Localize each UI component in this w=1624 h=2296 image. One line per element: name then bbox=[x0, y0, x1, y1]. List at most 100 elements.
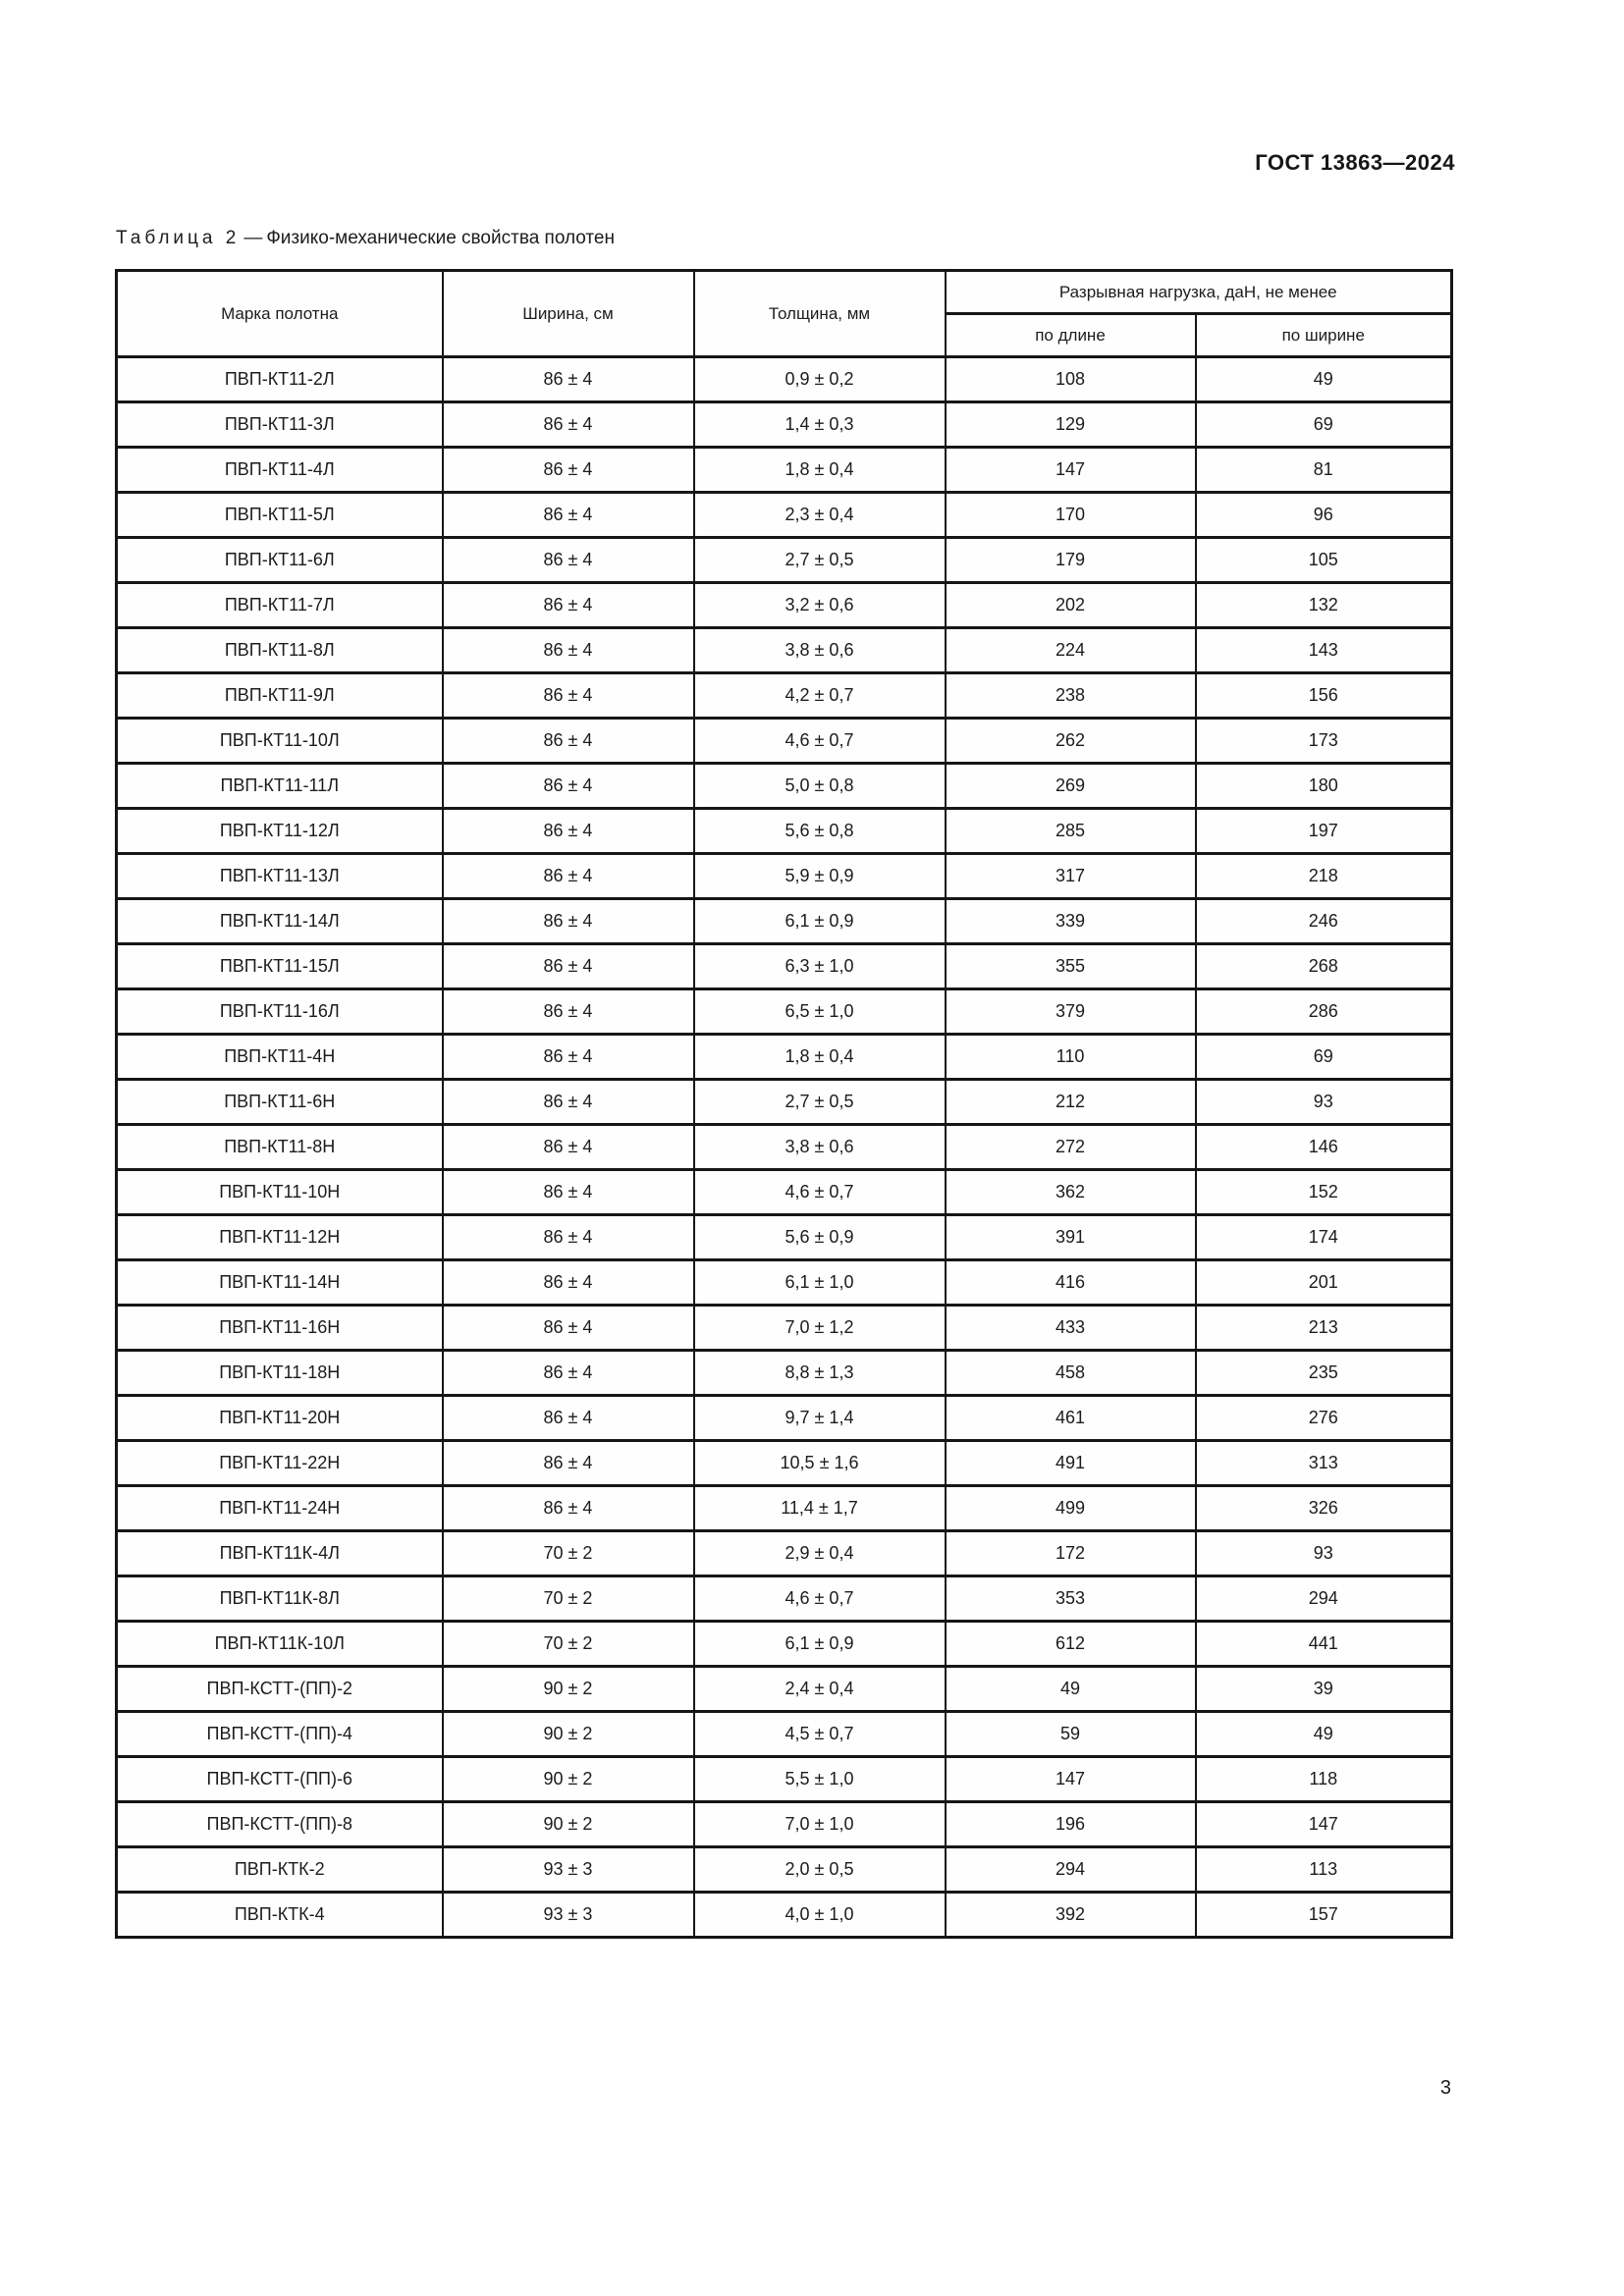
column-header-thickness: Толщина, мм bbox=[692, 269, 947, 358]
cell-load-by-length: 458 bbox=[944, 1349, 1197, 1397]
cell-load-by-length: 317 bbox=[944, 852, 1197, 900]
cell-mark: ПВП-КТ11-20Н bbox=[115, 1394, 444, 1442]
cell-load-by-width: 180 bbox=[1194, 762, 1453, 810]
cell-load-by-width: 246 bbox=[1194, 897, 1453, 945]
table-row: ПВП-КТ11-6Н 86 ± 4 2,7 ± 0,5 212 93 bbox=[115, 1078, 1453, 1126]
cell-load-by-width: 96 bbox=[1194, 491, 1453, 539]
column-header-mark: Марка полотна bbox=[115, 269, 444, 358]
document-reference: ГОСТ 13863—2024 bbox=[1255, 150, 1455, 175]
cell-thickness: 1,8 ± 0,4 bbox=[692, 1033, 947, 1081]
table-row: ПВП-КТ11-4Н 86 ± 4 1,8 ± 0,4 110 69 bbox=[115, 1033, 1453, 1081]
cell-thickness: 2,0 ± 0,5 bbox=[692, 1845, 947, 1894]
cell-load-by-length: 212 bbox=[944, 1078, 1197, 1126]
cell-load-by-width: 81 bbox=[1194, 446, 1453, 494]
cell-load-by-length: 147 bbox=[944, 1755, 1197, 1803]
table-row: ПВП-КСТТ-(ПП)-6 90 ± 2 5,5 ± 1,0 147 118 bbox=[115, 1755, 1453, 1803]
cell-mark: ПВП-КТ11-2Л bbox=[115, 355, 444, 403]
cell-load-by-length: 294 bbox=[944, 1845, 1197, 1894]
cell-load-by-width: 326 bbox=[1194, 1484, 1453, 1532]
cell-thickness: 4,5 ± 0,7 bbox=[692, 1710, 947, 1758]
table-row: ПВП-КТ11-13Л 86 ± 4 5,9 ± 0,9 317 218 bbox=[115, 852, 1453, 900]
cell-thickness: 2,7 ± 0,5 bbox=[692, 536, 947, 584]
cell-load-by-length: 416 bbox=[944, 1258, 1197, 1307]
cell-width: 90 ± 2 bbox=[441, 1665, 695, 1713]
cell-mark: ПВП-КТ11-10Н bbox=[115, 1168, 444, 1216]
cell-width: 86 ± 4 bbox=[441, 1349, 695, 1397]
cell-mark: ПВП-КТ11К-4Л bbox=[115, 1529, 444, 1577]
cell-load-by-length: 238 bbox=[944, 671, 1197, 720]
table-row: ПВП-КТ11-3Л 86 ± 4 1,4 ± 0,3 129 69 bbox=[115, 400, 1453, 449]
cell-mark: ПВП-КТ11-5Л bbox=[115, 491, 444, 539]
cell-width: 86 ± 4 bbox=[441, 446, 695, 494]
cell-thickness: 9,7 ± 1,4 bbox=[692, 1394, 947, 1442]
table-row: ПВП-КТ11-14Л 86 ± 4 6,1 ± 0,9 339 246 bbox=[115, 897, 1453, 945]
cell-load-by-length: 49 bbox=[944, 1665, 1197, 1713]
cell-width: 86 ± 4 bbox=[441, 400, 695, 449]
table-body: ПВП-КТ11-2Л 86 ± 4 0,9 ± 0,2 108 49 ПВП-КТ11-… bbox=[115, 355, 1453, 1939]
table-row: ПВП-КТ11-20Н 86 ± 4 9,7 ± 1,4 461 276 bbox=[115, 1394, 1453, 1442]
cell-load-by-width: 49 bbox=[1194, 1710, 1453, 1758]
cell-mark: ПВП-КТ11-10Л bbox=[115, 717, 444, 765]
cell-load-by-length: 379 bbox=[944, 988, 1197, 1036]
cell-load-by-length: 179 bbox=[944, 536, 1197, 584]
table-row: ПВП-КТ11-4Л 86 ± 4 1,8 ± 0,4 147 81 bbox=[115, 446, 1453, 494]
table-header: Марка полотна Ширина, см Толщина, мм Раз… bbox=[115, 269, 1453, 358]
table-row: ПВП-КТ11-8Л 86 ± 4 3,8 ± 0,6 224 143 bbox=[115, 626, 1453, 674]
cell-load-by-length: 272 bbox=[944, 1123, 1197, 1171]
table-row: ПВП-КТ11-16Л 86 ± 4 6,5 ± 1,0 379 286 bbox=[115, 988, 1453, 1036]
page-number: 3 bbox=[1439, 2077, 1451, 2099]
cell-width: 86 ± 4 bbox=[441, 1078, 695, 1126]
cell-mark: ПВП-КТ11-4Н bbox=[115, 1033, 444, 1081]
column-header-by-width: по ширине bbox=[1194, 312, 1453, 358]
cell-thickness: 4,6 ± 0,7 bbox=[692, 1575, 947, 1623]
cell-load-by-width: 49 bbox=[1194, 355, 1453, 403]
cell-width: 86 ± 4 bbox=[441, 762, 695, 810]
cell-load-by-length: 170 bbox=[944, 491, 1197, 539]
cell-thickness: 4,0 ± 1,0 bbox=[692, 1891, 947, 1939]
cell-thickness: 2,4 ± 0,4 bbox=[692, 1665, 947, 1713]
cell-thickness: 7,0 ± 1,0 bbox=[692, 1800, 947, 1848]
cell-width: 90 ± 2 bbox=[441, 1800, 695, 1848]
cell-width: 70 ± 2 bbox=[441, 1620, 695, 1668]
cell-mark: ПВП-КСТТ-(ПП)-6 bbox=[115, 1755, 444, 1803]
cell-width: 86 ± 4 bbox=[441, 717, 695, 765]
table-row: ПВП-КСТТ-(ПП)-2 90 ± 2 2,4 ± 0,4 49 39 bbox=[115, 1665, 1453, 1713]
cell-width: 86 ± 4 bbox=[441, 1168, 695, 1216]
cell-load-by-width: 118 bbox=[1194, 1755, 1453, 1803]
column-header-by-length: по длине bbox=[944, 312, 1197, 358]
table-caption-title: Физико-механические свойства полотен bbox=[266, 228, 615, 248]
cell-thickness: 6,3 ± 1,0 bbox=[692, 942, 947, 990]
cell-width: 86 ± 4 bbox=[441, 1258, 695, 1307]
table-row: ПВП-КТ11-9Л 86 ± 4 4,2 ± 0,7 238 156 bbox=[115, 671, 1453, 720]
cell-width: 93 ± 3 bbox=[441, 1845, 695, 1894]
cell-mark: ПВП-КТ11-15Л bbox=[115, 942, 444, 990]
cell-thickness: 5,9 ± 0,9 bbox=[692, 852, 947, 900]
cell-load-by-length: 461 bbox=[944, 1394, 1197, 1442]
table-row: ПВП-КТ11-6Л 86 ± 4 2,7 ± 0,5 179 105 bbox=[115, 536, 1453, 584]
cell-thickness: 6,1 ± 1,0 bbox=[692, 1258, 947, 1307]
cell-load-by-width: 441 bbox=[1194, 1620, 1453, 1668]
cell-load-by-width: 197 bbox=[1194, 807, 1453, 855]
cell-mark: ПВП-КТ11-12Н bbox=[115, 1213, 444, 1261]
cell-load-by-width: 156 bbox=[1194, 671, 1453, 720]
cell-thickness: 0,9 ± 0,2 bbox=[692, 355, 947, 403]
cell-load-by-width: 105 bbox=[1194, 536, 1453, 584]
cell-width: 86 ± 4 bbox=[441, 1394, 695, 1442]
cell-load-by-width: 69 bbox=[1194, 1033, 1453, 1081]
cell-load-by-width: 213 bbox=[1194, 1304, 1453, 1352]
cell-thickness: 1,8 ± 0,4 bbox=[692, 446, 947, 494]
cell-load-by-length: 224 bbox=[944, 626, 1197, 674]
cell-width: 86 ± 4 bbox=[441, 581, 695, 629]
cell-mark: ПВП-КТ11-14Н bbox=[115, 1258, 444, 1307]
cell-width: 86 ± 4 bbox=[441, 1484, 695, 1532]
cell-width: 86 ± 4 bbox=[441, 626, 695, 674]
cell-thickness: 6,1 ± 0,9 bbox=[692, 1620, 947, 1668]
cell-load-by-length: 147 bbox=[944, 446, 1197, 494]
cell-thickness: 5,0 ± 0,8 bbox=[692, 762, 947, 810]
table-row: ПВП-КТ11К-10Л 70 ± 2 6,1 ± 0,9 612 441 bbox=[115, 1620, 1453, 1668]
cell-load-by-length: 110 bbox=[944, 1033, 1197, 1081]
cell-thickness: 3,8 ± 0,6 bbox=[692, 626, 947, 674]
cell-mark: ПВП-КТ11-8Н bbox=[115, 1123, 444, 1171]
cell-mark: ПВП-КТ11-14Л bbox=[115, 897, 444, 945]
